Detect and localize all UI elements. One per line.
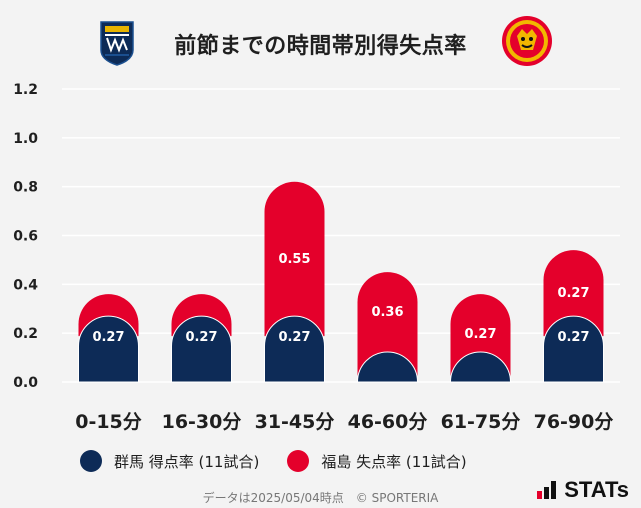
fukushima-crest-icon xyxy=(502,16,552,66)
bar-fukushima xyxy=(357,272,418,381)
data-source-footer: データは2025/05/04時点 © SPORTERIA xyxy=(202,491,439,505)
y-tick-label: 1.2 xyxy=(13,82,38,98)
x-tick-label: 61-75分 xyxy=(441,411,521,433)
chart-area: 0.00.20.40.60.81.01.2 0.27 0.27 0.270.550.… xyxy=(13,82,620,433)
bar-gunma xyxy=(171,315,232,383)
y-tick-label: 0.6 xyxy=(13,229,38,245)
data-label-gunma: 0.27 xyxy=(557,330,589,345)
y-tick-label: 0.8 xyxy=(13,180,38,196)
data-label-gunma: 0.27 xyxy=(92,330,124,345)
x-axis-ticks: 0-15分 16-30分 31-45分 46-60分 61-75分 76-90分 xyxy=(75,411,613,433)
legend-item-fukushima: 福島 失点率 (11試合) xyxy=(287,450,467,472)
data-label-fukushima: 0.27 xyxy=(557,286,589,301)
stats-brand-text: STATs xyxy=(564,477,629,502)
bar-fukushima xyxy=(543,250,604,337)
x-tick-label: 16-30分 xyxy=(162,411,242,433)
stats-logo: STATs xyxy=(537,477,629,503)
y-tick-label: 0.2 xyxy=(13,326,38,342)
data-label-gunma: 0.27 xyxy=(185,330,217,345)
gunma-crest-icon xyxy=(100,21,134,66)
data-label-gunma: 0.27 xyxy=(278,330,310,345)
legend-label-gunma: 群馬 得点率 (11試合) xyxy=(114,452,260,471)
y-tick-label: 0.4 xyxy=(13,277,38,293)
bar-gunma xyxy=(78,315,139,383)
gridlines xyxy=(62,88,620,383)
x-tick-label: 76-90分 xyxy=(534,411,614,433)
data-labels: 0.27 0.27 0.27 0.55 0.36 0.27 0.27 0.27 xyxy=(92,252,589,345)
x-tick-label: 0-15分 xyxy=(75,411,142,433)
bar-gunma xyxy=(449,351,512,383)
bar-gunma xyxy=(543,315,604,383)
stats-bars-icon xyxy=(537,481,558,499)
y-tick-label: 0.0 xyxy=(13,375,38,391)
bar-gunma xyxy=(356,351,419,383)
y-tick-label: 1.0 xyxy=(13,131,38,147)
chart-title: 前節までの時間帯別得失点率 xyxy=(174,34,467,59)
legend: 群馬 得点率 (11試合) 福島 失点率 (11試合) xyxy=(80,450,495,472)
legend-swatch-gunma xyxy=(80,450,102,472)
data-label-fukushima: 0.55 xyxy=(278,252,310,267)
x-tick-label: 31-45分 xyxy=(255,411,335,433)
legend-label-fukushima: 福島 失点率 (11試合) xyxy=(321,452,467,471)
data-label-fukushima: 0.36 xyxy=(371,305,403,320)
y-axis-ticks: 0.0 0.2 0.4 0.6 0.8 1.0 1.2 xyxy=(13,82,38,391)
x-tick-label: 46-60分 xyxy=(348,411,428,433)
legend-swatch-fukushima xyxy=(287,450,310,472)
bar-fukushima xyxy=(264,181,325,337)
bar-gunma xyxy=(264,315,325,383)
bars xyxy=(78,181,604,383)
legend-item-gunma: 群馬 得点率 (11試合) xyxy=(80,450,259,472)
data-label-fukushima: 0.27 xyxy=(464,327,496,342)
